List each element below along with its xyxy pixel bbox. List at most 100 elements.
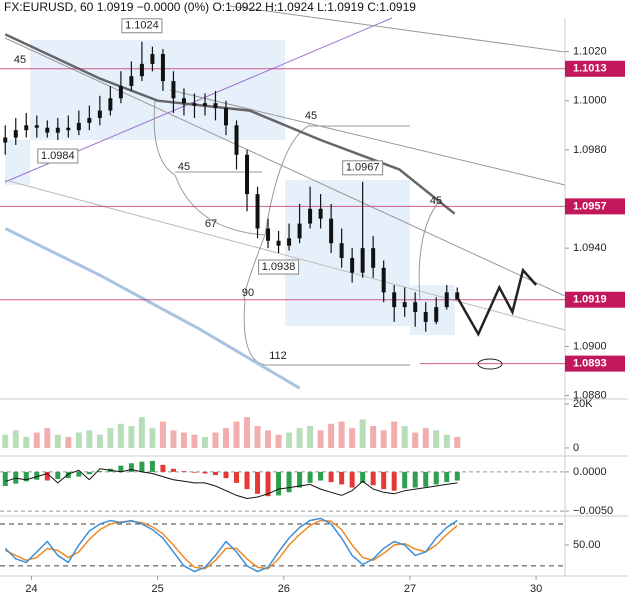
volume-bar [212,432,219,448]
candle-body [129,76,134,86]
fib-label: 45 [305,110,317,122]
y-tick-label: 1.0980 [573,144,607,156]
drawings [4,5,566,370]
candle-body [34,125,39,128]
candle-body [413,302,418,313]
fib-label: 45 [178,161,190,173]
volume-bar [275,434,282,448]
stoch-d-line [4,519,458,570]
fib-label: 90 [242,287,254,299]
profile-box [5,140,30,185]
volume-bar [233,421,240,448]
price-badge-label: 1.0919 [573,294,607,306]
volume-bar [23,436,30,448]
macd-bar [328,471,334,483]
callout-label: 1.0984 [41,150,75,162]
volume-bar [149,428,156,448]
macd-bar [2,471,8,486]
stoch-k-line [4,517,458,573]
candle-body [13,130,18,138]
macd-bar [276,471,282,496]
y-tick-label: 0 [573,442,579,454]
macd-bar [255,471,261,494]
candle-body [423,312,428,322]
volume-bar [296,428,303,448]
macd-bar [349,471,355,488]
trendline [169,89,566,186]
candle-body [360,248,365,273]
volume-bar [201,436,208,448]
candle-body [318,208,323,219]
candle-body [455,292,460,300]
macd-bar [23,471,29,482]
x-tick-label: 24 [25,583,37,595]
candle-body [181,98,186,104]
trendline [229,5,566,53]
volume-bar [223,428,229,448]
price-badge-label: 1.0893 [573,358,607,370]
macd-bar [181,471,187,472]
macd-bar [381,471,387,490]
price-badge [565,60,625,77]
candle-body [287,238,292,246]
callout-box [342,160,384,176]
macd-bar [170,468,176,472]
candle-body [308,208,313,224]
y-tick-label: −0.0050 [573,505,613,517]
candle-body [402,302,407,308]
candle-body [255,194,260,229]
candle-body [202,103,207,106]
macd-bar [297,471,303,488]
candle-body [339,243,344,258]
volume-bar [443,434,450,448]
candle-body [392,292,397,308]
candle-body [3,137,8,143]
macd-bar [318,471,324,481]
volume-bar [422,428,429,448]
volume-bar [359,419,366,448]
candle-body [45,127,50,133]
macd-bar [223,471,229,479]
volume-bar [107,428,114,448]
volume-bar [254,425,261,448]
callout-box [37,148,79,164]
candle-body [329,218,334,244]
macd-bar [191,471,197,473]
macd-bar [423,471,429,487]
volume-bar [401,425,408,448]
macd-bar [339,471,345,485]
callout-box [121,18,163,34]
candle-body [150,54,155,64]
volume-bar [433,430,440,448]
candle-body [434,307,439,322]
macd-bar [244,471,250,490]
moving-average [4,33,456,215]
callout-label: 1.0967 [346,162,380,174]
candle-body [371,248,376,268]
y-tick-label: 20K [573,398,593,410]
candle-body [55,127,60,133]
price-badge [565,355,625,372]
projection-line [456,267,538,337]
candle-body [444,292,449,308]
volume-bar [170,430,177,448]
candle-body [213,103,218,109]
volume-bar [286,432,293,448]
price-badge [565,198,625,215]
price-badge-label: 1.1013 [573,63,607,75]
frame [0,18,628,577]
macd-bar [402,471,408,489]
candle-body [160,54,165,82]
macd-bar [44,471,50,481]
volume-bar [391,421,398,448]
y-tick-label: 1.1000 [573,95,607,107]
macd-bar [412,471,418,488]
macd-bar [444,471,450,483]
volume-bar [180,432,187,448]
volume-bar [54,434,61,448]
candle-body [24,125,29,131]
candle-body [297,223,302,239]
x-tick-label: 30 [530,583,542,595]
callout-box [258,259,300,275]
